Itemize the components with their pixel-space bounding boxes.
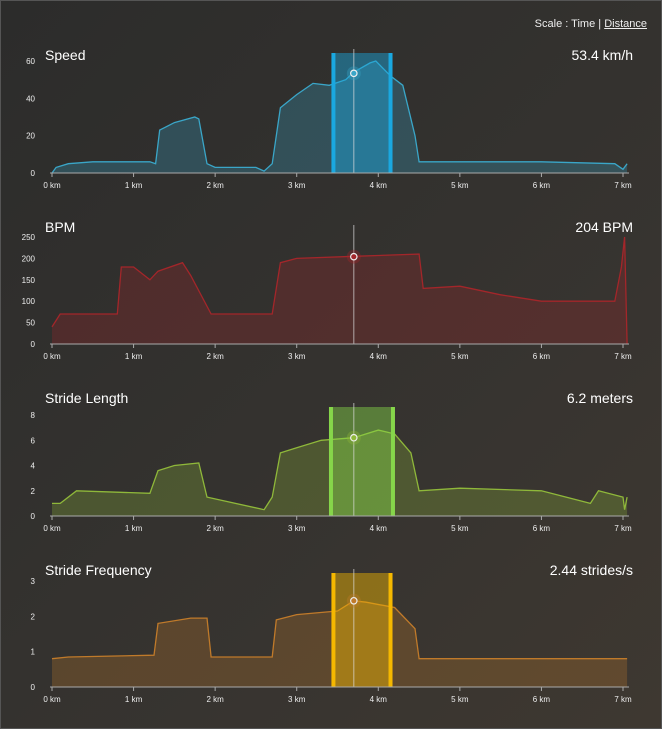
y-tick-label: 0 — [31, 169, 36, 178]
x-tick-label: 7 km — [614, 524, 632, 533]
selection-handle-left[interactable] — [328, 407, 333, 516]
x-tick-label: 5 km — [451, 524, 469, 533]
chart-title: Stride Frequency — [45, 562, 152, 578]
x-tick-label: 4 km — [370, 352, 388, 361]
x-tick-label: 5 km — [451, 695, 469, 704]
x-tick-label: 5 km — [451, 352, 469, 361]
selection-handle-right[interactable] — [388, 53, 393, 173]
scale-label: Scale : — [534, 18, 569, 30]
x-tick-label: 4 km — [370, 695, 388, 704]
x-tick-label: 0 km — [43, 352, 61, 361]
x-tick-label: 2 km — [206, 524, 224, 533]
cursor-point[interactable] — [350, 433, 358, 442]
x-tick-label: 1 km — [125, 524, 143, 533]
scale-distance-option[interactable]: Distance — [604, 18, 647, 30]
x-tick-label: 0 km — [43, 695, 61, 704]
chart-title: Speed — [45, 47, 85, 63]
current-value: 2.44 strides/s — [550, 562, 633, 578]
x-tick-label: 4 km — [370, 181, 388, 190]
x-tick-label: 2 km — [206, 181, 224, 190]
x-tick-label: 3 km — [288, 524, 306, 533]
x-tick-label: 0 km — [43, 524, 61, 533]
y-tick-label: 20 — [26, 132, 35, 141]
x-tick-label: 6 km — [533, 695, 551, 704]
y-tick-label: 2 — [31, 487, 36, 496]
chart-speed[interactable]: Speed 53.4 km/h 0 20 40 60 0 km 1 km 2 km 3 km 4 k… — [26, 47, 633, 190]
chart-title: BPM — [45, 219, 75, 235]
x-tick-label: 3 km — [288, 181, 306, 190]
series-area — [52, 430, 628, 516]
selection-handle-right[interactable] — [388, 573, 393, 687]
x-tick-label: 2 km — [206, 352, 224, 361]
x-tick-label: 7 km — [614, 695, 632, 704]
chart-stride-frequency[interactable]: Stride Frequency 2.44 strides/s 0 1 2 3 0 km 1 … — [31, 562, 633, 704]
selection-band[interactable] — [330, 407, 393, 516]
y-tick-label: 60 — [26, 57, 35, 66]
x-tick-label: 3 km — [288, 695, 306, 704]
y-tick-label: 0 — [31, 340, 36, 349]
x-tick-label: 6 km — [533, 181, 551, 190]
scale-toggle: Scale : Time | Distance — [535, 18, 647, 30]
selection-band[interactable] — [333, 53, 391, 173]
y-tick-label: 200 — [22, 254, 36, 263]
y-tick-label: 50 — [26, 319, 35, 328]
x-tick-label: 5 km — [451, 181, 469, 190]
y-tick-label: 6 — [31, 436, 36, 445]
x-tick-label: 1 km — [125, 352, 143, 361]
x-tick-label: 6 km — [533, 524, 551, 533]
y-tick-label: 3 — [31, 577, 36, 586]
y-tick-label: 0 — [31, 512, 36, 521]
series-line — [51, 60, 628, 174]
series-area — [52, 237, 628, 344]
y-tick-label: 250 — [22, 233, 36, 242]
chart-title: Stride Length — [45, 390, 128, 406]
selection-band[interactable] — [333, 573, 391, 687]
selection-handle-right[interactable] — [390, 407, 395, 516]
x-tick-label: 1 km — [125, 181, 143, 190]
selection-handle-left[interactable] — [331, 573, 336, 687]
current-value: 204 BPM — [575, 219, 633, 235]
x-tick-label: 0 km — [43, 181, 61, 190]
x-tick-label: 4 km — [370, 524, 388, 533]
y-tick-label: 100 — [22, 297, 36, 306]
current-value: 53.4 km/h — [572, 47, 633, 63]
chart-bpm[interactable]: BPM 204 BPM 0 50 100 150 200 250 0 km 1 km 2 km 3 k… — [22, 219, 633, 361]
series-area — [52, 61, 628, 173]
cursor-point[interactable] — [350, 69, 358, 78]
y-tick-label: 150 — [22, 276, 36, 285]
scale-separator: | — [598, 18, 602, 30]
current-value: 6.2 meters — [567, 390, 633, 406]
series-area — [52, 600, 628, 687]
y-tick-label: 4 — [31, 462, 36, 471]
y-tick-label: 0 — [31, 683, 36, 692]
series-line — [51, 236, 628, 345]
y-tick-label: 40 — [26, 94, 35, 103]
cursor-point[interactable] — [350, 596, 358, 605]
cursor-point[interactable] — [350, 252, 358, 261]
x-tick-label: 7 km — [614, 352, 632, 361]
x-tick-label: 7 km — [614, 181, 632, 190]
x-tick-label: 3 km — [288, 352, 306, 361]
x-tick-label: 1 km — [125, 695, 143, 704]
x-tick-label: 2 km — [206, 695, 224, 704]
y-tick-label: 2 — [31, 612, 36, 621]
y-tick-label: 1 — [31, 648, 36, 657]
chart-stride-length[interactable]: Stride Length 6.2 meters 0 2 4 6 8 0 km 1 km 2 km… — [31, 390, 633, 533]
y-tick-label: 8 — [31, 411, 36, 420]
series-line — [51, 600, 628, 660]
selection-handle-left[interactable] — [331, 53, 336, 173]
x-tick-label: 6 km — [533, 352, 551, 361]
scale-time-option[interactable]: Time — [571, 18, 596, 30]
series-line — [52, 429, 628, 511]
